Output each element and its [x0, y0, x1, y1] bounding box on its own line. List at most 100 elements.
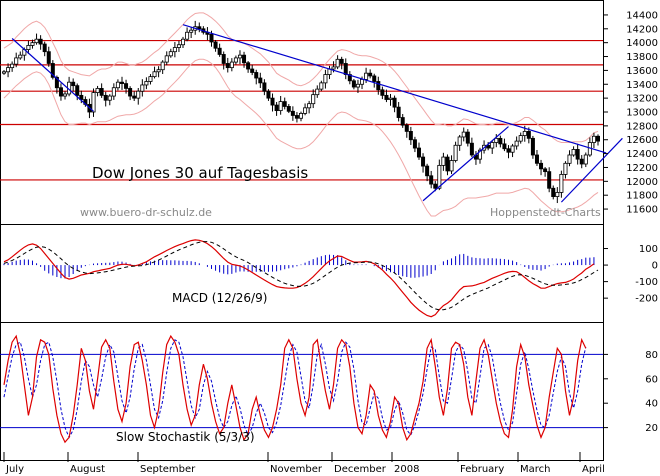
candle: [246, 61, 251, 73]
candle: [404, 123, 409, 138]
price-ytick-label: 14200: [626, 24, 658, 35]
bollinger-bands: [3, 12, 599, 217]
candle: [128, 86, 133, 101]
candle: [494, 134, 499, 148]
candle: [596, 134, 601, 146]
candle: [453, 141, 458, 163]
candle: [441, 152, 446, 171]
price-chart-title: Dow Jones 30 auf Tagesbasis: [92, 164, 308, 182]
stoch-ytick-label: 80: [645, 350, 658, 361]
price-ytick-label: 13200: [626, 94, 658, 105]
x-axis: July August September November December 2008 F…: [3, 452, 605, 475]
price-ytick-label: 12000: [626, 177, 658, 188]
price-panel: Dow Jones 30 auf Tagesbasis www.buero-dr…: [0, 0, 658, 225]
candle: [303, 103, 308, 116]
macd-line: [3, 239, 595, 318]
macd-ytick-label: 100: [639, 244, 658, 255]
macd-title: MACD (12/26/9): [172, 291, 267, 305]
bollinger-lower-line: [3, 58, 599, 217]
candle: [579, 155, 584, 169]
candle: [67, 76, 72, 97]
stochastic-panel-frame: [0, 322, 604, 461]
price-ytick-label: 12400: [626, 149, 658, 160]
candle: [278, 95, 283, 115]
candle: [335, 55, 340, 70]
candle: [376, 76, 381, 95]
candle: [534, 149, 539, 166]
candle: [563, 161, 568, 179]
candle: [176, 40, 181, 52]
month-label: November: [270, 464, 323, 475]
candle: [486, 141, 491, 151]
candle: [518, 132, 523, 144]
stochastic-level-lines: [0, 353, 603, 429]
candle: [168, 48, 173, 58]
bollinger-upper-line: [3, 12, 599, 143]
candle: [136, 88, 141, 105]
candle: [181, 36, 186, 49]
price-ytick-label: 11800: [626, 191, 658, 202]
price-ytick-label: 13400: [626, 80, 658, 91]
candle: [34, 33, 39, 45]
candle: [103, 91, 108, 107]
price-ytick-label: 12800: [626, 121, 658, 132]
candle: [530, 135, 535, 159]
candle: [307, 100, 312, 114]
month-label: April: [582, 464, 605, 475]
candle: [213, 39, 218, 52]
candle: [221, 51, 226, 70]
price-ytick-label: 11600: [626, 205, 658, 216]
candle: [490, 140, 495, 154]
macd-ytick-label: -200: [635, 294, 658, 305]
stoch-ytick-label: 40: [645, 399, 658, 410]
candle: [164, 51, 169, 66]
candle: [197, 22, 202, 33]
candle: [327, 65, 332, 80]
candle: [465, 129, 470, 147]
candle: [412, 136, 417, 153]
candle: [384, 89, 389, 103]
price-y-axis-ticks: 11600 11800 12000 12200 12400 12600 12800 13000…: [603, 10, 658, 216]
candle: [172, 42, 177, 58]
candle: [258, 72, 263, 89]
candle: [38, 35, 43, 50]
candle: [339, 56, 344, 70]
candle: [469, 137, 474, 158]
month-label: December: [334, 464, 387, 475]
candle: [95, 85, 100, 97]
candle: [396, 102, 401, 122]
candle: [160, 60, 165, 75]
candle: [555, 187, 560, 204]
candle: [416, 142, 421, 160]
candle: [250, 64, 255, 76]
candle: [286, 104, 291, 114]
candle: [408, 126, 413, 145]
candle: [115, 79, 120, 91]
stochastic-panel: Slow Stochastik (5/3/3) 20 40 60 80: [0, 322, 658, 461]
watermark-right: Hoppenstedt-Charts: [490, 206, 601, 219]
candle: [262, 79, 267, 96]
candle: [355, 79, 360, 94]
candle: [30, 39, 35, 49]
macd-ytick-label: -100: [635, 277, 658, 288]
candle: [229, 58, 234, 72]
candle: [294, 112, 299, 123]
price-ytick-label: 14000: [626, 38, 658, 49]
candle: [457, 134, 462, 151]
candle: [372, 73, 377, 88]
stoch-k-line: [3, 334, 587, 444]
trendline-2: [422, 126, 509, 202]
month-label: September: [140, 464, 196, 475]
candle: [185, 27, 190, 42]
watermark-left: www.buero-dr-schulz.de: [80, 206, 212, 219]
candle: [18, 51, 23, 60]
candle: [91, 88, 96, 117]
month-label: July: [5, 464, 24, 475]
price-panel-frame: [0, 0, 604, 225]
candle: [461, 127, 466, 142]
candle: [323, 69, 328, 89]
macd-signal-line: [3, 241, 599, 311]
candle: [368, 69, 373, 79]
